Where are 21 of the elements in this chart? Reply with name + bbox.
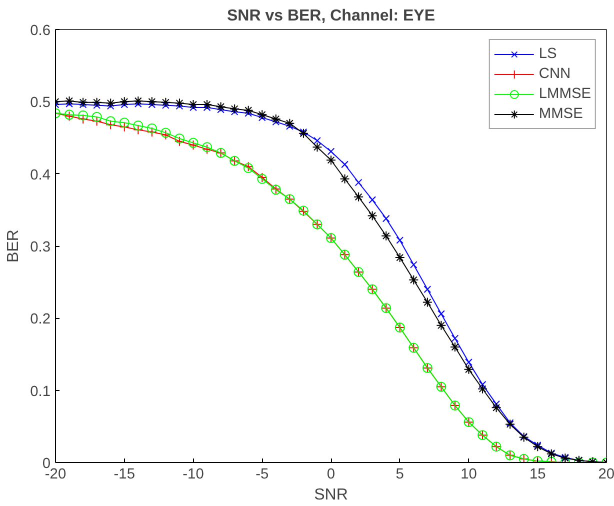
x-tick-label: -15 — [114, 466, 135, 482]
legend-label: MMSE — [538, 106, 583, 122]
x-tick-label: 0 — [326, 466, 336, 482]
x-tick-label: -5 — [256, 466, 269, 482]
x-tick-label: 5 — [396, 466, 404, 482]
y-tick-label: 0.4 — [30, 167, 50, 184]
x-tick-label: -10 — [182, 466, 204, 482]
x-axis-title: SNR — [314, 486, 348, 504]
x-tick-label: 10 — [460, 466, 477, 482]
legend-label: CNN — [538, 66, 571, 82]
legend-label: LS — [538, 46, 558, 62]
y-tick-label: 0.2 — [30, 312, 50, 328]
y-tick-label: 0.5 — [30, 95, 50, 112]
legend-label: LMMSE — [538, 86, 591, 102]
y-tick-label: 0.3 — [30, 240, 50, 256]
x-tick-label: 15 — [529, 466, 546, 482]
chart-title: SNR vs BER, Channel: EYE — [226, 8, 436, 24]
y-axis-title: BER — [5, 230, 22, 262]
y-tick-label: 0.1 — [30, 384, 50, 400]
y-tick-label: 0.6 — [30, 23, 50, 39]
x-tick-label: 20 — [598, 466, 614, 482]
